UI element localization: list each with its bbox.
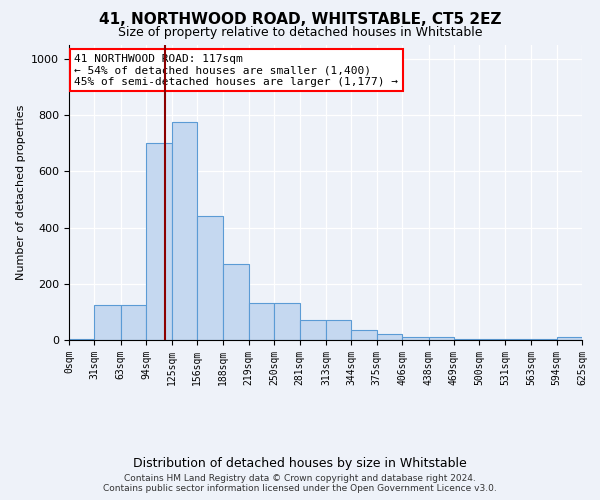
Bar <box>94 305 121 340</box>
Text: 41 NORTHWOOD ROAD: 117sqm
← 54% of detached houses are smaller (1,400)
45% of se: 41 NORTHWOOD ROAD: 117sqm ← 54% of detac… <box>74 54 398 87</box>
Bar <box>172 122 197 340</box>
Bar <box>531 338 557 340</box>
Bar <box>479 338 505 340</box>
Bar <box>428 337 454 340</box>
Text: Contains public sector information licensed under the Open Government Licence v3: Contains public sector information licen… <box>103 484 497 493</box>
Text: Distribution of detached houses by size in Whitstable: Distribution of detached houses by size … <box>133 458 467 470</box>
Bar <box>326 320 352 340</box>
Text: 41, NORTHWOOD ROAD, WHITSTABLE, CT5 2EZ: 41, NORTHWOOD ROAD, WHITSTABLE, CT5 2EZ <box>99 12 501 28</box>
Bar <box>299 320 326 340</box>
Bar <box>377 334 402 340</box>
Bar <box>121 305 146 340</box>
Bar <box>505 338 531 340</box>
Bar <box>69 338 94 340</box>
Bar <box>557 337 582 340</box>
Bar <box>454 338 479 340</box>
Text: Size of property relative to detached houses in Whitstable: Size of property relative to detached ho… <box>118 26 482 39</box>
Text: Contains HM Land Registry data © Crown copyright and database right 2024.: Contains HM Land Registry data © Crown c… <box>124 474 476 483</box>
Bar <box>249 304 274 340</box>
Y-axis label: Number of detached properties: Number of detached properties <box>16 105 26 280</box>
Bar <box>274 304 299 340</box>
Bar <box>223 264 249 340</box>
Bar <box>352 330 377 340</box>
Bar <box>402 337 428 340</box>
Bar <box>197 216 223 340</box>
Bar <box>146 144 172 340</box>
